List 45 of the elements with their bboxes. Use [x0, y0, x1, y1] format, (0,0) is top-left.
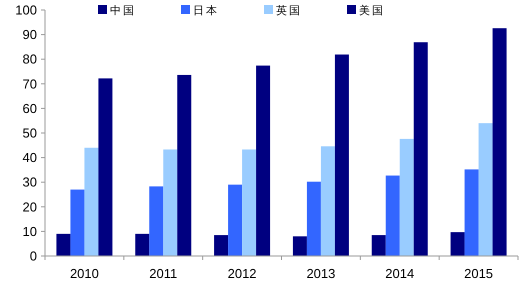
y-tick-label: 10	[22, 224, 37, 239]
x-tick-label: 2010	[70, 266, 99, 281]
bar	[84, 148, 98, 256]
bar	[70, 190, 84, 256]
bar	[306, 182, 321, 256]
y-tick-label: 20	[22, 199, 37, 214]
legend-label: 中国	[110, 4, 136, 17]
bar	[214, 235, 228, 256]
y-tick-label: 80	[22, 52, 37, 67]
y-tick-label: 50	[22, 126, 37, 140]
bar	[372, 235, 386, 256]
bar	[492, 28, 507, 256]
y-tick-label: 90	[22, 27, 37, 42]
legend-label: 英国	[276, 4, 302, 17]
y-tick-label: 70	[22, 76, 37, 92]
x-tick-label: 2014	[385, 266, 414, 281]
legend-label: 日本	[193, 4, 219, 17]
bar	[56, 234, 70, 256]
bar	[228, 184, 242, 256]
bar	[177, 74, 192, 256]
y-tick-label: 0	[30, 248, 37, 264]
bar	[242, 149, 256, 256]
y-tick-label: 60	[22, 100, 37, 116]
bar	[256, 66, 270, 256]
bar	[320, 146, 335, 256]
y-tick-label: 40	[22, 150, 37, 166]
x-tick-label: 2012	[228, 266, 257, 281]
bar	[464, 169, 479, 256]
bar	[334, 54, 349, 256]
bar	[135, 234, 150, 256]
bar	[450, 232, 465, 256]
x-tick-label: 2015	[464, 266, 494, 281]
bar	[149, 186, 164, 256]
bar	[292, 236, 307, 256]
y-tick-label: 30	[22, 174, 37, 190]
bar	[414, 42, 428, 256]
x-tick-label: 2011	[149, 266, 178, 281]
bar	[400, 138, 414, 256]
x-tick-label: 2013	[306, 266, 336, 281]
bar	[386, 176, 400, 256]
legend-label: 美国	[359, 4, 385, 17]
bar	[163, 149, 178, 256]
bar	[98, 78, 112, 256]
bar	[478, 123, 493, 256]
y-tick-label: 100	[15, 2, 37, 18]
